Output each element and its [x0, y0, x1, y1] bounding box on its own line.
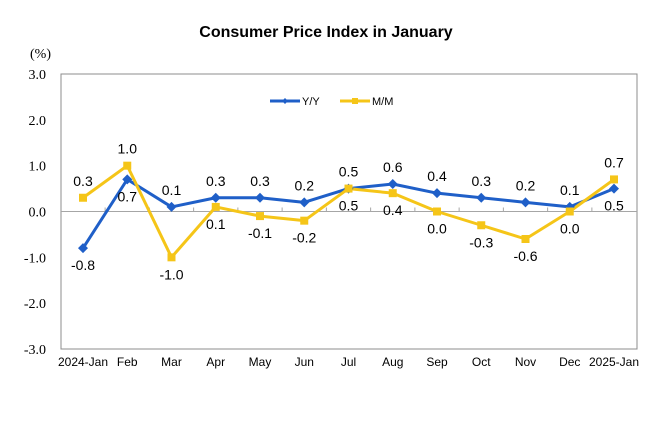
data-label-yy: 0.3 — [472, 173, 492, 189]
data-label-mm: 0.4 — [383, 202, 403, 218]
data-point-yy — [255, 192, 265, 203]
x-tick-label: Aug — [382, 355, 403, 369]
data-label-yy: 0.2 — [516, 177, 536, 193]
data-point-yy — [299, 197, 310, 208]
data-label-mm: 0.7 — [604, 154, 624, 170]
chart-title: Consumer Price Index in January — [199, 24, 453, 41]
data-label-yy: 0.5 — [604, 198, 624, 214]
data-label-mm: -0.6 — [513, 248, 537, 264]
data-point-mm — [521, 235, 530, 243]
data-point-yy — [476, 192, 487, 203]
x-tick-label: 2024-Jan — [58, 355, 108, 369]
data-label-mm: -0.1 — [248, 225, 272, 241]
data-label-yy: 0.6 — [383, 159, 403, 175]
data-label-yy: 0.7 — [118, 188, 138, 204]
data-point-mm — [167, 253, 176, 262]
y-tick-label: 2.0 — [29, 114, 47, 129]
data-label-mm: 0.5 — [339, 198, 359, 214]
legend: Y/Y M/M — [270, 96, 393, 108]
data-point-mm — [256, 212, 264, 221]
y-tick-label: 0.0 — [29, 206, 47, 221]
x-tick-label: Oct — [472, 355, 491, 369]
data-label-yy: 0.5 — [339, 164, 359, 180]
data-point-mm — [477, 221, 486, 230]
data-point-yy — [387, 179, 398, 189]
legend-marker-yy — [282, 98, 288, 104]
data-point-mm — [211, 202, 220, 211]
data-point-yy — [520, 197, 531, 208]
data-point-mm — [388, 189, 397, 198]
x-tick-label: 2025-Jan — [589, 355, 639, 369]
x-tick-label: Feb — [117, 355, 138, 369]
data-label-yy: 0.4 — [427, 168, 447, 184]
data-point-mm — [344, 184, 353, 193]
legend-label-yy: Y/Y — [302, 96, 320, 108]
data-point-yy — [609, 183, 619, 194]
legend-marker-mm — [352, 98, 358, 104]
data-point-mm — [123, 161, 132, 170]
data-label-yy: 0.2 — [295, 177, 315, 193]
x-tick-label: Apr — [206, 355, 225, 369]
data-point-yy — [210, 192, 221, 203]
data-label-mm: 1.0 — [118, 141, 138, 157]
data-label-mm: 0.1 — [206, 216, 226, 232]
data-point-yy — [166, 201, 177, 212]
data-point-mm — [565, 207, 574, 216]
x-tick-label: Nov — [515, 355, 536, 369]
data-point-mm — [79, 193, 87, 202]
x-tick-label: May — [249, 355, 272, 369]
y-axis-unit-label: (%) — [30, 47, 51, 62]
data-label-yy: 0.3 — [250, 173, 270, 189]
x-tick-label: Mar — [161, 355, 182, 369]
data-label-mm: 0.0 — [560, 221, 580, 237]
x-tick-label: Jul — [341, 355, 356, 369]
data-point-yy — [432, 188, 442, 199]
y-tick-label: 1.0 — [29, 160, 47, 175]
legend-label-mm: M/M — [372, 96, 393, 108]
data-point-mm — [300, 216, 309, 225]
data-point-mm — [433, 207, 441, 216]
y-tick-label: -3.0 — [24, 343, 46, 358]
data-point-mm — [610, 175, 618, 184]
data-label-mm: 0.0 — [427, 221, 447, 237]
data-label-mm: -0.2 — [292, 230, 316, 246]
data-label-yy: 0.1 — [560, 182, 580, 198]
y-tick-label: 3.0 — [29, 68, 47, 83]
data-label-mm: 0.3 — [73, 173, 93, 189]
x-tick-label: Jun — [295, 355, 314, 369]
y-tick-label: -1.0 — [24, 251, 46, 266]
x-tick-label: Dec — [559, 355, 580, 369]
y-tick-label: -2.0 — [24, 297, 46, 312]
data-label-yy: 0.1 — [162, 182, 182, 198]
data-label-mm: -0.3 — [469, 234, 493, 250]
data-label-yy: 0.3 — [206, 173, 226, 189]
x-tick-label: Sep — [426, 355, 448, 369]
data-point-yy — [122, 174, 133, 185]
data-label-yy: -0.8 — [71, 257, 95, 273]
data-label-mm: -1.0 — [159, 266, 183, 282]
data-point-yy — [78, 243, 88, 254]
